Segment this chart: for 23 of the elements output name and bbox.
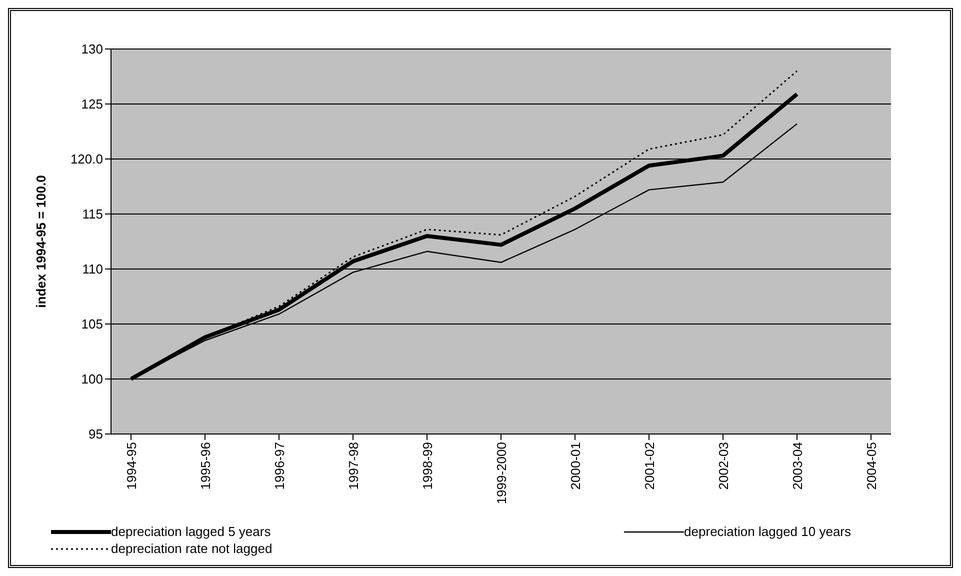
- y-tick-label: 95: [88, 426, 103, 442]
- x-tick-label: 1995-96: [198, 442, 214, 490]
- y-tick-label: 125: [81, 96, 103, 112]
- x-tick-label: 1994-95: [124, 442, 140, 490]
- legend-label: depreciation lagged 10 years: [684, 524, 851, 539]
- y-tick-label: 120.0: [70, 152, 103, 167]
- x-tick-label: 1998-99: [420, 442, 436, 490]
- y-tick-label: 110: [82, 262, 103, 277]
- x-tick-label: 2000-01: [568, 442, 584, 490]
- x-tick-label: 2001-02: [642, 442, 658, 490]
- x-tick-label: 2003-04: [790, 442, 806, 490]
- legend-label: depreciation rate not lagged: [111, 541, 272, 556]
- x-tick-label: 2004-05: [864, 442, 880, 490]
- legend-label: depreciation lagged 5 years: [111, 524, 271, 539]
- x-tick-label: 1996-97: [272, 442, 288, 490]
- y-axis-title: index 1994-95 = 100.0: [34, 175, 49, 308]
- x-tick-label: 2002-03: [716, 442, 732, 490]
- y-tick-label: 130: [81, 42, 103, 57]
- y-tick-label: 105: [81, 316, 103, 332]
- x-tick-label: 1999-2000: [494, 442, 510, 504]
- y-tick-label: 100: [81, 372, 103, 387]
- y-tick-label: 115: [82, 206, 103, 222]
- x-tick-label: 1997-98: [346, 442, 362, 490]
